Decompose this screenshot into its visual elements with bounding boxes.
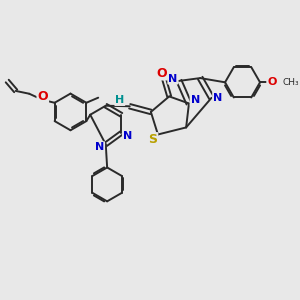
Text: N: N — [123, 131, 132, 141]
Text: N: N — [190, 95, 200, 105]
Text: N: N — [168, 74, 178, 84]
Text: N: N — [95, 142, 104, 152]
Text: O: O — [267, 77, 277, 87]
Text: H: H — [115, 95, 124, 105]
Text: O: O — [156, 67, 166, 80]
Text: S: S — [148, 133, 157, 146]
Text: CH₃: CH₃ — [283, 78, 299, 87]
Text: O: O — [38, 90, 48, 103]
Text: N: N — [213, 93, 222, 103]
